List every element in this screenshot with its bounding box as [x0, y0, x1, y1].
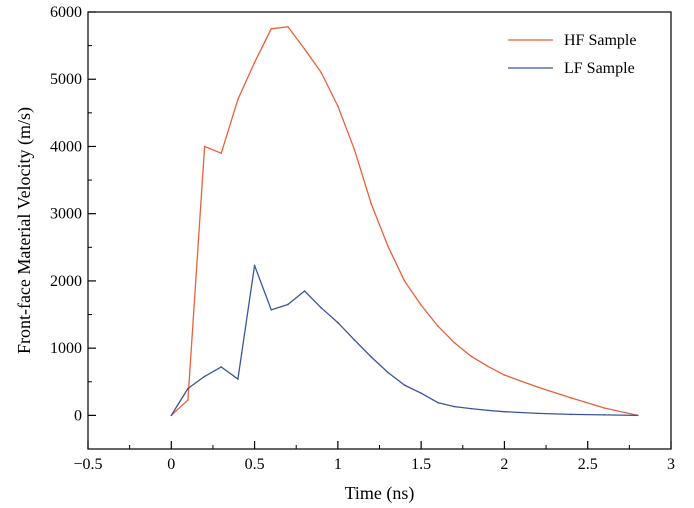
- data-point-lf-sample: [437, 401, 439, 404]
- data-point-hf-sample: [453, 341, 456, 344]
- data-point-lf-sample: [636, 414, 639, 417]
- data-point-hf-sample: [470, 355, 472, 358]
- data-point-lf-sample: [570, 413, 572, 416]
- data-point-lf-sample: [503, 410, 506, 413]
- data-point-lf-sample: [486, 409, 489, 412]
- x-tick-label: 0.5: [245, 456, 265, 473]
- x-axis: −0.5 0 0.5 1 1.5 2 2.5 3: [73, 441, 675, 473]
- data-point-hf-sample: [320, 71, 323, 74]
- data-point-lf-sample: [387, 371, 389, 374]
- data-point-hf-sample: [337, 105, 339, 107]
- data-point-lf-sample: [187, 387, 189, 390]
- data-point-lf-sample: [337, 321, 339, 324]
- data-point-hf-sample: [387, 245, 389, 247]
- data-point-hf-sample: [536, 386, 539, 388]
- x-tick-label: 2: [500, 456, 508, 473]
- y-axis-title: Front-face Material Velocity (m/s): [14, 107, 35, 354]
- data-point-lf-sample: [303, 290, 306, 292]
- data-point-lf-sample: [203, 375, 206, 378]
- data-point-lf-sample: [253, 264, 256, 267]
- data-point-lf-sample: [237, 378, 239, 380]
- legend-label-hf-sample: HF Sample: [564, 32, 636, 49]
- data-point-hf-sample: [420, 304, 422, 306]
- data-point-hf-sample: [403, 280, 406, 282]
- data-point-hf-sample: [603, 407, 606, 409]
- data-point-lf-sample: [403, 384, 406, 386]
- plot-area: [170, 25, 639, 417]
- data-point-hf-sample: [437, 325, 439, 327]
- data-point-lf-sample: [470, 407, 472, 410]
- x-tick-label: −0.5: [73, 456, 102, 473]
- legend-label-lf-sample: LF Sample: [564, 60, 635, 77]
- x-tick-label: 2.5: [578, 456, 598, 473]
- data-point-lf-sample: [603, 414, 606, 416]
- data-point-hf-sample: [203, 145, 206, 148]
- data-point-lf-sample: [536, 412, 539, 415]
- data-point-hf-sample: [220, 152, 223, 154]
- y-tick-label: 3000: [50, 206, 82, 223]
- data-point-lf-sample: [287, 303, 289, 306]
- x-tick-label: 1.5: [411, 456, 431, 473]
- y-tick-label: 5000: [50, 71, 82, 88]
- x-tick-label: 0: [167, 456, 175, 473]
- y-tick-label: 1000: [50, 340, 82, 357]
- data-point-hf-sample: [503, 374, 506, 376]
- data-point-hf-sample: [270, 28, 273, 30]
- data-point-lf-sample: [353, 339, 356, 341]
- data-point-hf-sample: [486, 365, 489, 368]
- data-point-hf-sample: [187, 399, 189, 401]
- y-tick-label: 0: [74, 407, 82, 424]
- y-tick-label: 6000: [50, 4, 82, 21]
- data-point-lf-sample: [370, 356, 372, 358]
- y-tick-label: 2000: [50, 273, 82, 290]
- data-point-hf-sample: [570, 397, 572, 399]
- data-point-lf-sample: [220, 366, 223, 368]
- data-point-lf-sample: [453, 405, 456, 408]
- data-point-hf-sample: [237, 98, 239, 101]
- data-point-hf-sample: [287, 25, 289, 28]
- x-tick-label: 3: [667, 456, 675, 473]
- data-point-lf-sample: [420, 392, 422, 394]
- legend: HF Sample LF Sample: [508, 32, 636, 77]
- x-axis-title: Time (ns): [345, 483, 415, 504]
- data-point-hf-sample: [253, 61, 256, 64]
- data-point-lf-sample: [270, 309, 273, 311]
- data-point-lf-sample: [320, 307, 323, 309]
- y-tick-label: 4000: [50, 138, 82, 155]
- data-point-hf-sample: [303, 48, 306, 50]
- data-point-hf-sample: [370, 202, 372, 205]
- x-tick-label: 1: [334, 456, 342, 473]
- data-point-lf-sample: [170, 414, 173, 417]
- data-point-hf-sample: [353, 149, 356, 151]
- y-axis: 0 1000 2000 3000 4000 5000 6000: [50, 4, 96, 450]
